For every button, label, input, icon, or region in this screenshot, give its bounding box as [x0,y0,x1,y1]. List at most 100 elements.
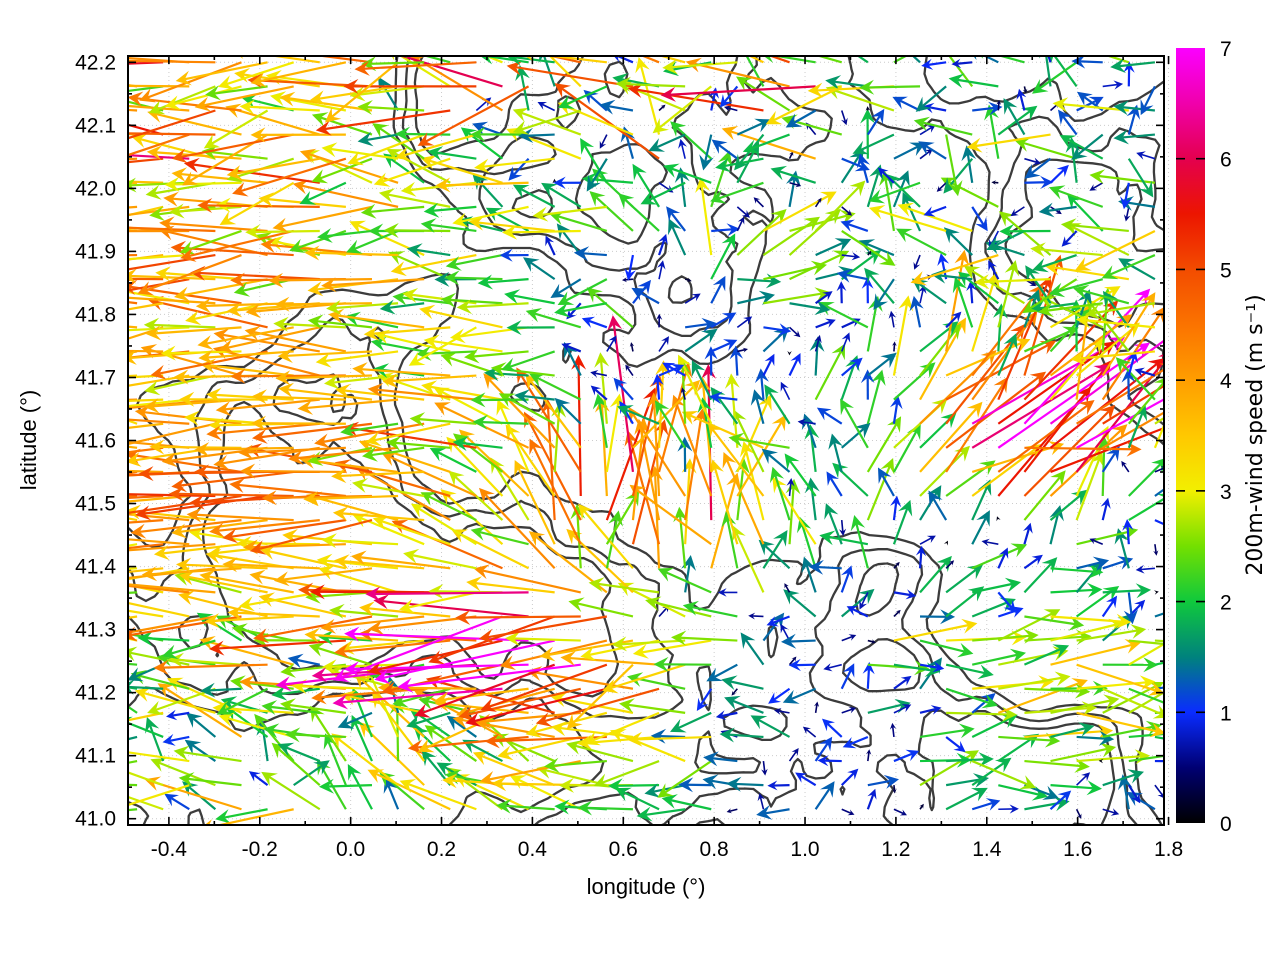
wind-vector [763,287,831,305]
wind-vector [590,370,608,378]
wind-vector [352,478,425,498]
wind-vector [161,446,268,468]
wind-vector [130,519,242,539]
x-tick-label: -0.4 [151,838,188,861]
wind-vector [913,116,973,136]
wind-vector [250,519,373,555]
wind-vector [945,773,989,788]
wind-vector [452,436,503,452]
wind-vector [662,362,686,377]
wind-vector [607,778,660,794]
wind-vector [988,260,1000,280]
wind-vector [566,740,634,763]
wind-vector [945,663,994,680]
wind-vector [1048,278,1104,298]
x-tick-label: 1.2 [881,838,910,861]
wind-vector [529,373,582,401]
wind-vector [892,499,913,545]
wind-vector [736,316,753,328]
wind-vector [606,335,617,352]
wind-vector [670,121,712,160]
wind-vector [613,56,634,64]
wind-vector [889,722,897,738]
wind-vector [1089,538,1104,545]
wind-vector [866,250,872,256]
wind-vector [825,85,895,112]
wind-vector [892,341,897,352]
wind-vector [708,87,719,111]
wind-vector [961,145,977,183]
wind-vector [251,389,346,405]
wind-vector [890,495,902,521]
wind-vector [199,570,294,594]
wind-vector [1038,202,1077,218]
wind-vector [913,254,921,270]
wind-vector [923,205,947,217]
wind-vector [452,205,529,228]
wind-vector [367,769,451,811]
wind-vector [198,349,294,365]
wind-vector [1136,151,1156,160]
wind-vector [1038,302,1103,318]
wind-vector [1128,687,1164,704]
wind-vector [729,345,744,376]
wind-vector [893,609,901,618]
wind-vector [128,784,190,813]
wind-vector [248,771,269,787]
wind-vector [879,170,896,232]
wind-vector [1100,497,1111,521]
wind-vector [1024,615,1085,631]
wind-vector [201,145,268,161]
wind-vector [766,615,790,627]
x-tick-label: 1.0 [790,838,819,861]
wind-vector [550,278,582,298]
colorbar-tick-label: 2 [1220,592,1232,615]
wind-vector [352,362,451,378]
wind-vector [841,706,857,714]
wind-vector [972,101,1003,116]
wind-vector [128,226,216,233]
wind-vector [919,535,936,545]
wind-vector [470,126,529,142]
wind-vector [1024,683,1091,699]
wind-vector [919,555,952,594]
wind-vector [496,399,530,473]
wind-vector [966,280,977,304]
wind-vector [347,764,373,810]
wind-vector [464,348,529,364]
wind-vector [367,382,477,401]
wind-vector [636,806,686,822]
wind-vector [1128,691,1164,714]
y-tick-label: 41.3 [75,619,116,642]
wind-vector [784,453,817,497]
wind-vector [1154,784,1164,799]
wind-vector [128,123,164,136]
wind-vector [893,589,917,600]
wind-vector [1014,137,1077,160]
wind-vector [128,180,164,184]
wind-vector [344,626,529,642]
wind-vector [1022,86,1028,94]
wind-vector [1050,780,1102,796]
colorbar-tick-labels: 0 1 2 3 4 5 6 7 [1220,38,1232,836]
wind-vector [354,60,477,76]
wind-vector [472,174,504,208]
wind-vector [710,181,764,204]
wind-vector [817,755,842,767]
wind-vector [809,336,825,376]
wind-vector [197,326,294,350]
wind-vector [162,733,190,746]
wind-vector [841,634,857,642]
wind-vector [324,374,399,390]
y-tick-label: 41.9 [75,240,116,263]
wind-vector [514,460,556,545]
wind-vector [568,597,634,618]
wind-vector [928,490,948,521]
wind-vector [561,342,582,353]
wind-vector [558,85,608,109]
wind-vector [1102,583,1152,599]
wind-vector [323,733,347,786]
wind-vector [216,687,269,715]
wind-vector [1024,175,1054,189]
wind-vector [819,530,869,546]
